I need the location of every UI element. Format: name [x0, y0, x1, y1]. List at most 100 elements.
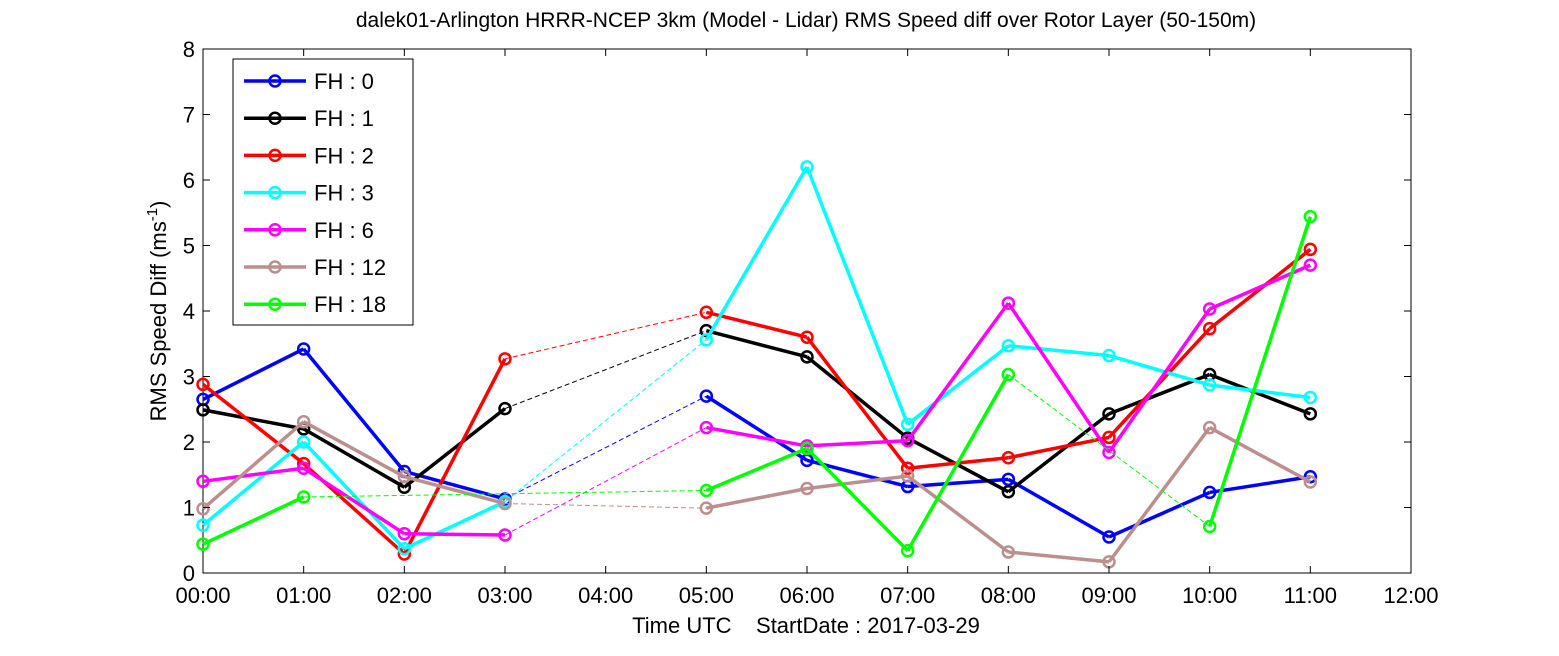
series-5 [196, 414, 1318, 569]
x-tick-label: 05:00 [679, 583, 734, 608]
x-tick-label: 06:00 [779, 583, 834, 608]
x-tick-label: 03:00 [477, 583, 532, 608]
x-tick-label: 08:00 [981, 583, 1036, 608]
series-line-segment [1208, 263, 1312, 311]
series-line-segment [705, 446, 808, 493]
series-line-segment [906, 474, 1010, 554]
series-line-segment [1108, 490, 1211, 539]
series-line-segment [1208, 216, 1312, 528]
series-line-segment [202, 408, 304, 431]
series-line-segment [202, 495, 305, 546]
legend-label: FH : 6 [314, 218, 374, 243]
series-line-segment [805, 447, 909, 552]
series-line-segment [1209, 383, 1311, 400]
series-6 [196, 209, 1318, 558]
data-point [196, 518, 210, 532]
series-line-segment [705, 394, 808, 462]
series-line-segment [705, 328, 808, 359]
y-axis-title-main: RMS Speed Diff (ms [146, 221, 171, 421]
series-gap-segment [504, 395, 707, 500]
data-point [1102, 348, 1116, 363]
series-line-segment [403, 407, 507, 489]
legend-marker [268, 74, 282, 88]
data-point [1001, 367, 1016, 382]
legend-item: FH : 1 [244, 106, 374, 131]
series-line-segment [403, 475, 506, 506]
legend: FH : 0 FH : 1 FH : 2 FH : 3 FH : 6 FH : 12 FH … [232, 58, 414, 326]
legend-marker [268, 185, 282, 200]
data-point [397, 469, 412, 484]
legend-label: FH : 18 [314, 292, 386, 317]
legend-marker [268, 111, 282, 125]
series-line-segment [1209, 372, 1311, 416]
y-tick-label: 6 [183, 168, 195, 193]
data-point [1303, 407, 1318, 421]
legend-item: FH : 12 [244, 255, 386, 280]
series-layer [196, 160, 1318, 569]
series-line-segment [302, 466, 406, 536]
series-line-segment [705, 310, 808, 339]
legend-item: FH : 2 [244, 143, 374, 168]
y-tick-label: 3 [183, 365, 195, 390]
data-point [1303, 209, 1318, 224]
series-gap-segment [504, 503, 707, 509]
data-point [397, 542, 412, 556]
data-point [296, 342, 311, 356]
series-line-segment [202, 347, 305, 401]
x-tick-label: 02:00 [377, 583, 432, 608]
series-line-segment [201, 382, 305, 465]
data-point [1001, 485, 1016, 499]
x-axis: 00:00 01:00 02:00 03:00 04:00 05:00 06:00 07:00… [175, 49, 1439, 608]
data-point [900, 469, 915, 483]
y-axis-title-superscript: -1 [144, 208, 161, 221]
series-line-segment [302, 427, 406, 489]
data-point [1303, 390, 1318, 405]
data-point [1001, 545, 1016, 559]
data-point [1001, 296, 1016, 310]
series-line-segment [705, 486, 808, 510]
data-point [1102, 430, 1116, 445]
series-line-segment [1007, 435, 1110, 460]
series-line-segment [201, 420, 305, 511]
series-line-segment [1006, 302, 1111, 454]
data-point [296, 435, 311, 449]
legend-item: FH : 18 [244, 292, 386, 317]
data-point [800, 481, 814, 496]
data-point [296, 461, 311, 475]
data-point [296, 490, 311, 504]
data-point [1102, 407, 1116, 421]
series-line-segment [1108, 353, 1211, 387]
data-point [498, 352, 512, 366]
series-3 [196, 160, 1318, 556]
series-0 [196, 342, 1318, 544]
data-point [900, 417, 915, 432]
series-2 [196, 242, 1318, 561]
series-line-segment [805, 355, 909, 440]
data-point [1303, 242, 1318, 257]
data-point [1303, 258, 1318, 272]
data-point [1202, 485, 1217, 500]
legend-item: FH : 0 [244, 69, 374, 94]
series-line-segment [201, 440, 305, 527]
series-line-segment [1107, 426, 1212, 563]
y-tick-label: 1 [183, 496, 195, 521]
data-point [1202, 378, 1217, 392]
series-line-segment [806, 474, 908, 491]
legend-marker [268, 297, 282, 311]
y-tick-label: 0 [183, 561, 195, 586]
data-point [699, 483, 714, 498]
data-point [196, 537, 210, 551]
series-line-segment [906, 373, 1010, 552]
legend-marker [268, 148, 282, 163]
series-gap-segment [504, 330, 707, 410]
x-tick-label: 04:00 [578, 583, 633, 608]
series-line-segment [1209, 474, 1311, 495]
legend-marker [268, 260, 282, 274]
data-point [498, 401, 512, 416]
data-point [800, 160, 814, 174]
y-axis-title: RMS Speed Diff (ms-1) [144, 201, 171, 422]
data-point [699, 501, 714, 515]
legend-label: FH : 2 [314, 143, 374, 168]
series-gap-segment [504, 311, 707, 360]
